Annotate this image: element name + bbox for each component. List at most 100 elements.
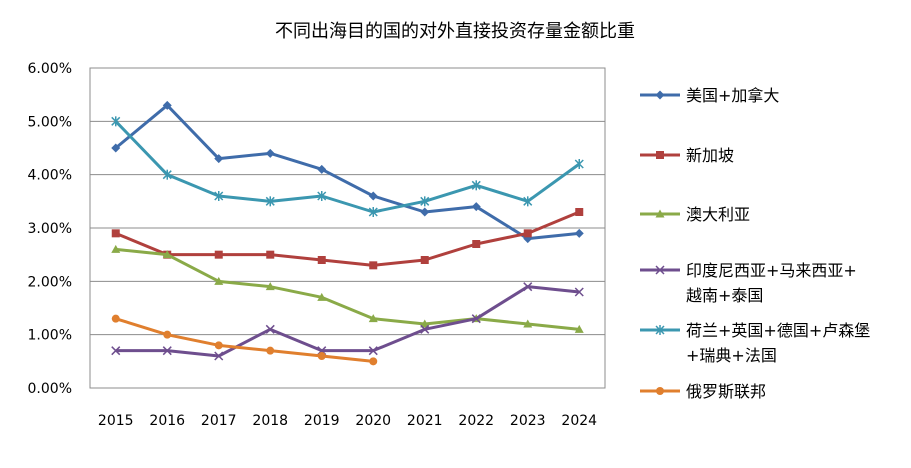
x-tick-label: 2015 (98, 413, 134, 429)
marker-stroke (471, 314, 481, 324)
series-line (114, 120, 581, 214)
data-point (471, 314, 481, 324)
series-line (115, 285, 580, 358)
legend-item: 新加坡 (640, 146, 734, 165)
data-point (420, 324, 430, 334)
series-circle (111, 314, 378, 366)
legend-item: 澳大利亚 (640, 205, 750, 224)
data-point (656, 151, 664, 159)
data-point (317, 292, 327, 301)
series-square (111, 208, 584, 270)
y-tick-label: 4.00% (28, 168, 72, 184)
data-point (111, 116, 121, 127)
x-tick-label: 2022 (458, 413, 494, 429)
data-point (655, 325, 665, 335)
marker-stroke (265, 324, 275, 334)
data-point (472, 240, 481, 248)
legend-label: 澳大利亚 (686, 205, 750, 224)
series-line (115, 317, 374, 363)
data-point (214, 154, 224, 164)
data-point (471, 202, 481, 212)
y-tick-label: 6.00% (28, 61, 72, 77)
data-point (368, 207, 378, 217)
data-point (265, 148, 275, 158)
series-asterisk (111, 116, 584, 217)
series-diamond (111, 100, 584, 244)
legend-label: 印度尼西亚+马来西亚+ (686, 261, 857, 280)
legend-label: 新加坡 (686, 146, 734, 165)
data-point (214, 276, 224, 285)
legend-label: 荷兰+英国+德国+卢森堡 (686, 321, 870, 340)
data-point (162, 250, 172, 259)
y-tick-label: 2.00% (28, 274, 72, 290)
x-tick-label: 2018 (252, 413, 288, 429)
data-point (214, 341, 223, 350)
y-tick-label: 3.00% (28, 221, 72, 237)
data-point (369, 261, 378, 270)
data-point (111, 346, 121, 356)
legend-label: 越南+泰国 (686, 286, 763, 305)
data-point (265, 282, 275, 291)
data-point (111, 244, 121, 253)
data-point (214, 351, 224, 361)
x-tick-label: 2023 (510, 413, 546, 429)
data-point (368, 191, 378, 201)
data-point (574, 159, 584, 169)
x-tick-label: 2021 (407, 413, 443, 429)
data-point (265, 324, 275, 334)
marker-stroke (162, 346, 172, 356)
legend-item: 俄罗斯联邦 (640, 382, 766, 401)
data-point (420, 196, 430, 207)
series-triangle (111, 244, 584, 333)
marker-stroke (574, 287, 584, 297)
marker-stroke (523, 282, 533, 292)
legend-label: +瑞典+法国 (686, 346, 777, 365)
x-tick-label: 2024 (561, 413, 597, 429)
data-point (420, 207, 430, 217)
data-point (368, 314, 378, 323)
series-line (115, 210, 580, 267)
data-point (317, 256, 326, 264)
data-point (471, 180, 481, 191)
series-x (111, 282, 584, 361)
data-point (574, 228, 584, 238)
data-point (317, 191, 327, 201)
data-point (523, 319, 533, 328)
data-point (111, 229, 120, 238)
data-point (574, 324, 584, 333)
data-point (163, 330, 172, 339)
data-point (162, 100, 172, 110)
data-point (111, 314, 120, 323)
marker-stroke (111, 346, 121, 356)
marker-stroke (368, 346, 378, 356)
data-point (265, 196, 275, 207)
data-point (655, 90, 665, 100)
data-point (317, 164, 327, 174)
data-point (420, 256, 429, 264)
legend-label: 美国+加拿大 (686, 86, 779, 105)
y-tick-label: 5.00% (28, 114, 72, 130)
data-point (420, 319, 430, 328)
data-point (162, 346, 172, 356)
data-point (214, 250, 223, 259)
data-point (523, 282, 533, 292)
marker-stroke (420, 324, 430, 334)
x-tick-label: 2020 (355, 413, 391, 429)
data-point (368, 346, 378, 356)
series-line (115, 247, 580, 331)
x-tick-label: 2016 (149, 413, 185, 429)
legend-item: 荷兰+英国+德国+卢森堡 +瑞典+法国 (640, 321, 870, 365)
data-point (266, 346, 275, 355)
data-point (655, 265, 665, 275)
data-point (214, 191, 224, 201)
data-point (523, 196, 533, 207)
data-point (317, 352, 326, 360)
series-line (114, 103, 580, 241)
data-point (575, 208, 584, 216)
data-point (656, 387, 664, 395)
data-point (523, 229, 532, 238)
y-tick-label: 1.00% (28, 328, 72, 344)
chart-title: 不同出海目的国的对外直接投资存量金额比重 (275, 21, 635, 42)
